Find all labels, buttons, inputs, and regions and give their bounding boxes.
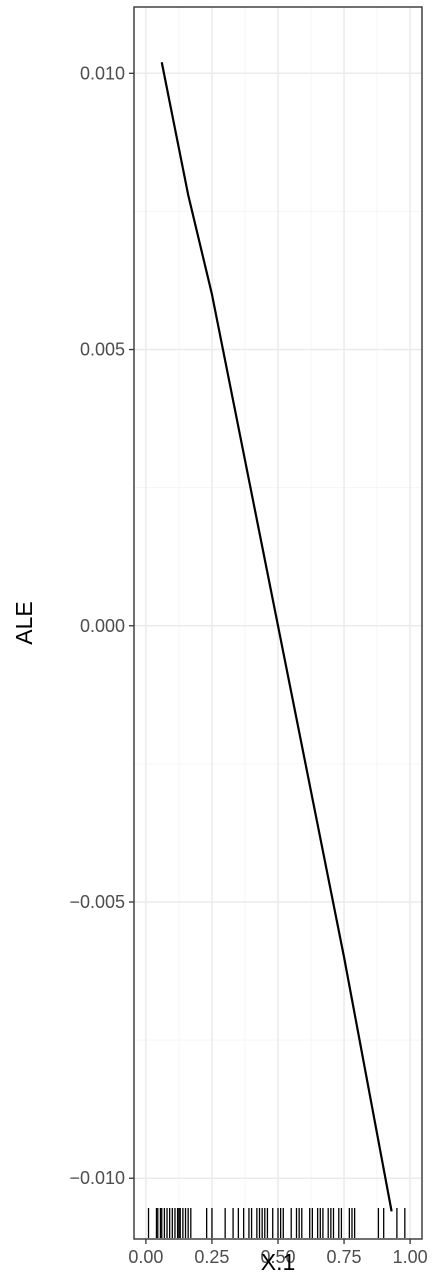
y-tick-label: −0.005 [69, 892, 125, 912]
y-tick-label: 0.005 [80, 340, 125, 360]
y-tick-label: 0.010 [80, 63, 125, 83]
x-tick-label: 1.00 [393, 1247, 428, 1267]
rug-marks [147, 1208, 406, 1238]
y-tick-label: −0.010 [69, 1168, 125, 1188]
x-tick-label: 0.00 [128, 1247, 163, 1267]
y-tick-label: 0.000 [80, 616, 125, 636]
y-axis-title: ALE [11, 601, 37, 644]
x-tick-label: 0.50 [260, 1247, 295, 1267]
ale-line-layer [160, 62, 393, 1212]
x-tick-label: 0.75 [327, 1247, 362, 1267]
x-tick-label: 0.25 [194, 1247, 229, 1267]
x-axis-title: X.1 [261, 1249, 296, 1274]
axes: 0.00 0.25 0.50 0.75 1.00 −0.010 −0.005 0.000 0.0… [69, 63, 427, 1267]
ale-line [160, 62, 393, 1212]
